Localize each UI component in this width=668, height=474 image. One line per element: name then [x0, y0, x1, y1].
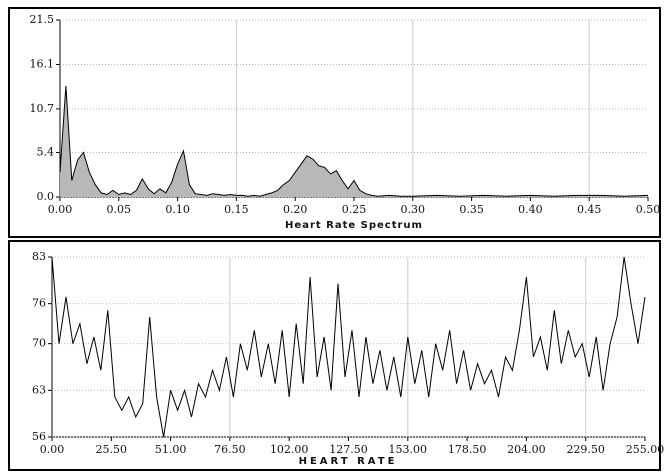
- y-tick-label: 10.7: [30, 102, 55, 115]
- x-tick-label: 0.05: [107, 203, 132, 216]
- x-tick-label: 76.50: [214, 443, 246, 456]
- y-tick-label: 70: [32, 337, 46, 350]
- x-tick-label: 0.30: [401, 203, 426, 216]
- x-tick-label: 0.00: [48, 203, 73, 216]
- x-tick-label: 102.00: [270, 443, 309, 456]
- x-tick-label: 0.15: [224, 203, 249, 216]
- panel-frame: [8, 240, 661, 471]
- panel-frame: [8, 7, 661, 238]
- x-axis-title: HEART RATE: [299, 456, 398, 467]
- x-tick-label: 0.25: [342, 203, 367, 216]
- x-tick-label: 127.50: [329, 443, 368, 456]
- x-tick-label: 51.00: [155, 443, 187, 456]
- x-tick-label: 178.50: [448, 443, 487, 456]
- x-tick-label: 229.50: [566, 443, 605, 456]
- x-axis-title: Heart Rate Spectrum: [285, 220, 423, 231]
- x-tick-label: 0.35: [459, 203, 484, 216]
- y-tick-label: 63: [32, 383, 46, 396]
- x-tick-label: 204.00: [507, 443, 546, 456]
- y-tick-label: 0.0: [37, 190, 55, 203]
- x-tick-label: 255.00: [626, 443, 665, 456]
- area-line: [59, 85, 649, 197]
- y-tick-label: 16.1: [30, 57, 55, 70]
- x-tick-label: 0.45: [577, 203, 602, 216]
- line: [51, 256, 646, 438]
- y-tick-label: 83: [32, 250, 46, 263]
- x-tick-label: 0.50: [636, 203, 661, 216]
- x-tick-label: 0.20: [283, 203, 308, 216]
- x-tick-label: 0.00: [40, 443, 65, 456]
- x-tick-label: 0.10: [165, 203, 190, 216]
- x-tick-label: 0.40: [518, 203, 543, 216]
- y-tick-label: 5.4: [37, 146, 55, 159]
- y-tick-label: 56: [32, 430, 46, 443]
- x-tick-label: 25.50: [96, 443, 128, 456]
- y-tick-label: 21.5: [30, 13, 55, 26]
- y-tick-label: 76: [32, 297, 46, 310]
- x-tick-label: 153.00: [389, 443, 428, 456]
